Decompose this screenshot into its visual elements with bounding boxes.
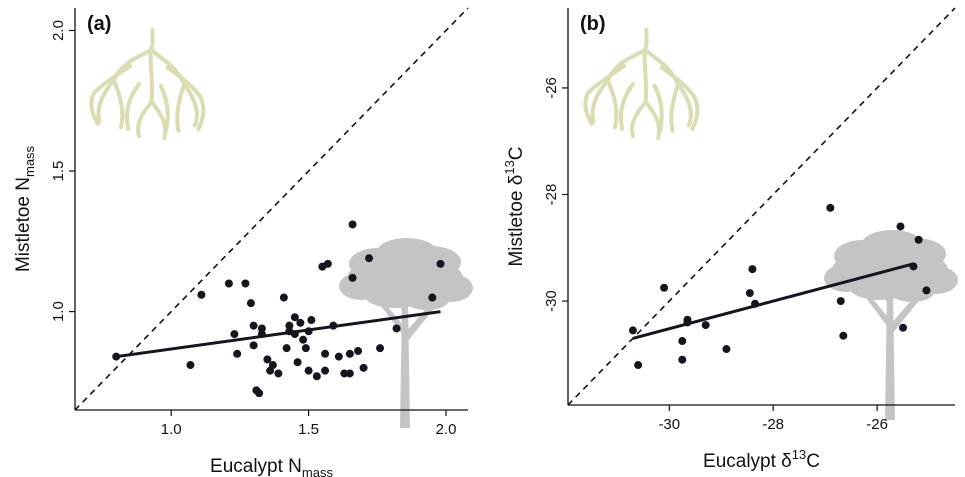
data-point (634, 361, 643, 370)
data-point (246, 299, 255, 308)
data-point (914, 235, 923, 244)
x-tick-label: -26 (866, 416, 888, 433)
data-point (293, 358, 302, 367)
y-tick-label: -28 (543, 184, 560, 206)
y-axis-title: Mistletoe δ13C (502, 146, 527, 266)
data-point (304, 366, 313, 375)
data-point (345, 349, 354, 358)
data-point (274, 369, 283, 378)
y-tick-label: -26 (543, 77, 560, 99)
data-point (745, 289, 754, 298)
fit-line (116, 310, 441, 359)
data-point (376, 344, 385, 353)
data-point (922, 286, 931, 295)
data-point (354, 346, 363, 355)
identity-line (567, 7, 956, 406)
data-point (836, 297, 845, 306)
mistletoe-icon (91, 30, 203, 138)
data-point (299, 335, 308, 344)
x-tick-label: -28 (762, 416, 784, 433)
data-point (826, 203, 835, 212)
data-point (340, 369, 349, 378)
data-point (255, 389, 264, 398)
data-point (701, 321, 710, 330)
data-point (263, 355, 272, 364)
data-point (348, 273, 357, 282)
data-point (186, 361, 195, 370)
data-point (197, 290, 206, 299)
data-point (249, 321, 258, 330)
y-tick-label: 2.0 (50, 20, 67, 41)
eucalyptus-tree-icon (339, 238, 473, 428)
data-point (321, 349, 330, 358)
mistletoe-icon (585, 30, 697, 138)
data-point (678, 355, 687, 364)
data-point (268, 361, 277, 370)
data-point (359, 363, 368, 372)
data-point (321, 366, 330, 375)
data-point (307, 316, 316, 325)
data-point (748, 265, 757, 274)
data-point (257, 324, 266, 333)
fit-line (632, 262, 914, 340)
data-point (348, 220, 357, 229)
data-point (282, 344, 291, 353)
data-point (428, 293, 437, 302)
data-point (296, 318, 305, 327)
data-point (334, 352, 343, 361)
data-point (365, 254, 374, 263)
data-point (345, 369, 354, 378)
data-point (241, 279, 250, 288)
x-tick-label: 1.5 (298, 421, 319, 438)
data-point (323, 259, 332, 268)
data-point (722, 345, 731, 354)
data-point (896, 222, 905, 231)
x-axis-title: Eucalypt Nmass (210, 456, 333, 477)
y-tick-label: 1.0 (50, 301, 67, 322)
y-tick-label: 1.5 (50, 161, 67, 182)
data-point (312, 372, 321, 381)
x-tick-label: 1.0 (161, 421, 182, 438)
data-point (839, 331, 848, 340)
identity-line (74, 7, 469, 411)
y-tick-label: -30 (543, 290, 560, 312)
eucalyptus-tree-icon (824, 230, 958, 420)
data-point (678, 337, 687, 346)
data-point (224, 279, 233, 288)
x-tick-label: -30 (658, 416, 680, 433)
panel-label: (b) (580, 13, 606, 35)
data-point (392, 324, 401, 333)
data-point (279, 293, 288, 302)
data-point (628, 326, 637, 335)
data-point (230, 330, 239, 339)
x-tick-label: 2.0 (436, 421, 457, 438)
data-point (290, 313, 299, 322)
data-point (249, 341, 258, 350)
data-point (660, 283, 669, 292)
data-point (285, 321, 294, 330)
y-axis-title: Mistletoe Nmass (13, 145, 37, 272)
x-axis-title: Eucalypt δ13C (703, 447, 820, 472)
data-point (436, 259, 445, 268)
panel-a: 1.0 1.5 2.0 1.0 1.5 2.0 (a) Eucalypt Nmass Mistl… (13, 7, 473, 477)
panel-label: (a) (87, 13, 111, 35)
data-point (301, 344, 310, 353)
data-point (899, 323, 908, 332)
data-point (233, 349, 242, 358)
panel-b: -30 -28 -26 -30 -28 -26 (b) Eucalypt δ13C Mistle… (502, 7, 958, 472)
